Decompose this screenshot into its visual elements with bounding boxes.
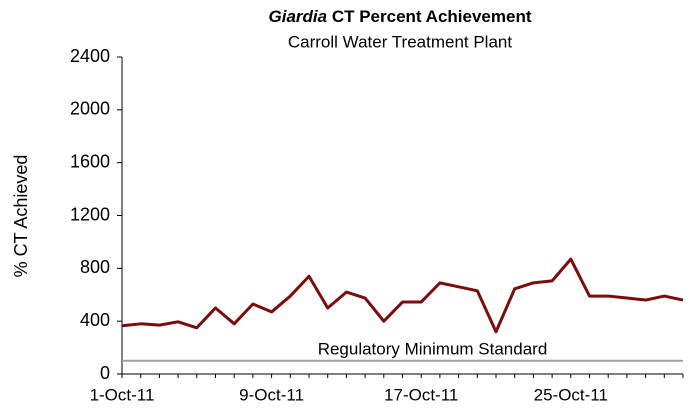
y-tick-label: 1600 bbox=[70, 151, 110, 171]
x-tick-label: 17-Oct-11 bbox=[384, 385, 458, 404]
y-tick-label: 800 bbox=[80, 257, 110, 277]
x-tick-label: 1-Oct-11 bbox=[90, 385, 155, 404]
reference-label: Regulatory Minimum Standard bbox=[318, 339, 548, 358]
chart-title-group: Giardia CT Percent Achievement bbox=[269, 7, 532, 26]
chart-title: CT Percent Achievement bbox=[332, 7, 532, 26]
y-axis-label: % CT Achieved bbox=[11, 155, 31, 278]
chart-subtitle: Carroll Water Treatment Plant bbox=[288, 32, 512, 51]
x-tick-label: 25-Oct-11 bbox=[534, 385, 608, 404]
x-tick-label: 9-Oct-11 bbox=[239, 385, 304, 404]
y-tick-label: 1200 bbox=[70, 204, 110, 224]
y-tick-label: 2400 bbox=[70, 46, 110, 66]
y-tick-label: 2000 bbox=[70, 99, 110, 119]
chart-title-emphasis: Giardia bbox=[269, 7, 328, 26]
y-tick-label: 400 bbox=[80, 310, 110, 330]
data-line bbox=[121, 257, 684, 334]
y-tick-label: 0 bbox=[100, 363, 110, 383]
